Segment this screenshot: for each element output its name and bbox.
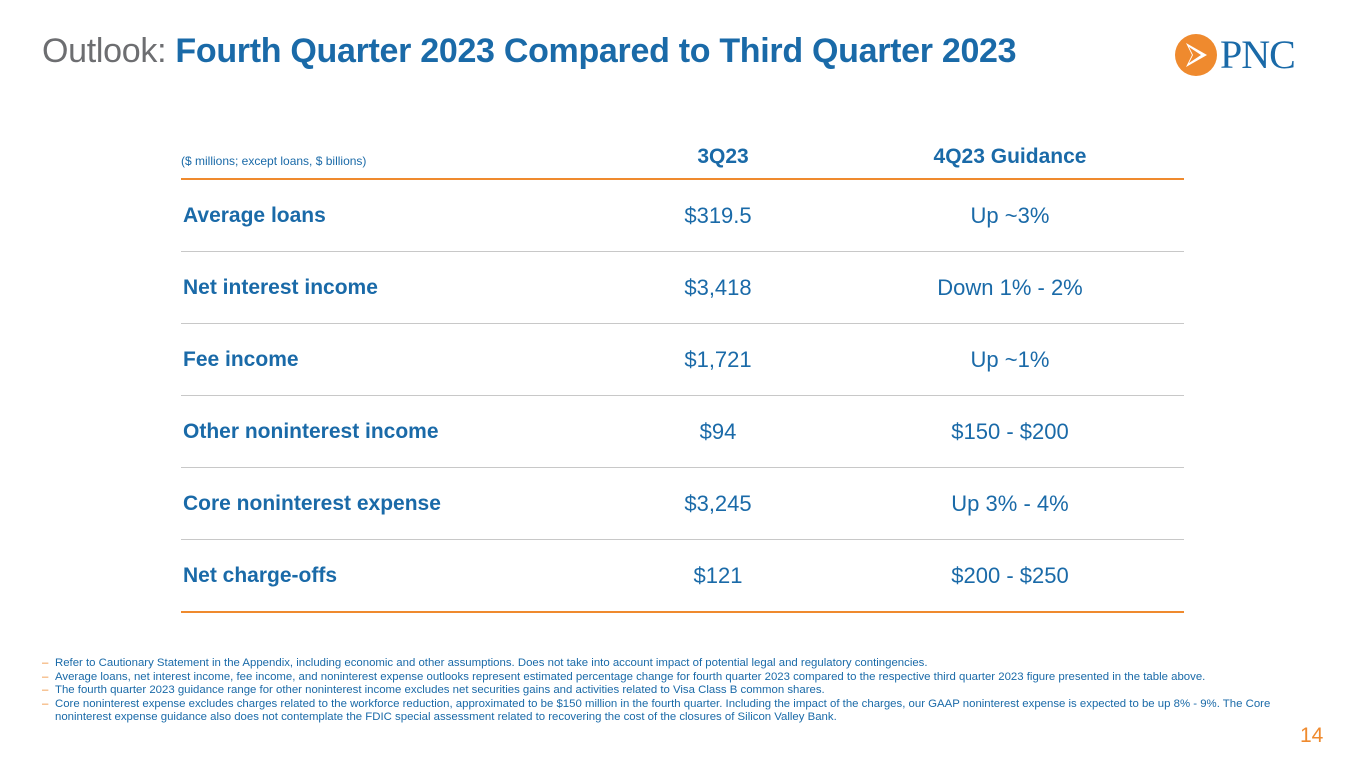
table-row: Other noninterest income $94 $150 - $200: [181, 396, 1184, 468]
table-row: Net charge-offs $121 $200 - $250: [181, 540, 1184, 613]
title-main: Fourth Quarter 2023 Compared to Third Qu…: [175, 32, 1017, 70]
row-3q23-value: $121: [693, 562, 743, 588]
footnote-dash: –: [42, 684, 49, 697]
row-guidance-value: $150 - $200: [951, 418, 1069, 444]
row-guidance-value: Up ~1%: [970, 346, 1050, 372]
footnote-dash: –: [42, 697, 49, 710]
table-header: ($ millions; except loans, $ billions) 3…: [181, 130, 1184, 180]
pnc-mark-icon: [1175, 34, 1217, 76]
row-label: Core noninterest expense: [183, 491, 441, 515]
row-label: Other noninterest income: [183, 419, 439, 443]
row-label: Net charge-offs: [183, 563, 338, 587]
column-header-3q23: 3Q23: [697, 145, 749, 168]
row-guidance-value: $200 - $250: [951, 562, 1069, 588]
outlook-table: ($ millions; except loans, $ billions) 3…: [181, 130, 1184, 613]
pnc-logo: PNC: [1174, 32, 1334, 78]
table-row: Average loans $319.5 Up ~3%: [181, 180, 1184, 252]
units-note: ($ millions; except loans, $ billions): [181, 154, 367, 168]
row-3q23-value: $94: [699, 418, 737, 444]
page-number: 14: [1300, 724, 1324, 747]
footnote-dash: –: [42, 657, 49, 669]
footnote-dash: –: [42, 670, 49, 683]
row-label: Fee income: [183, 347, 299, 371]
page-title: Outlook: Fourth Quarter 2023 Compared to…: [42, 32, 1017, 71]
row-3q23-value: $319.5: [684, 202, 752, 228]
logo-text: PNC: [1220, 32, 1296, 77]
row-3q23-value: $1,721: [684, 346, 752, 372]
footnote-item: – Core noninterest expense excludes char…: [42, 698, 1292, 725]
footnote-item: – The fourth quarter 2023 guidance range…: [42, 684, 1292, 698]
title-prefix: Outlook:: [42, 32, 167, 70]
footnote-text: Average loans, net interest income, fee …: [55, 670, 1206, 683]
row-guidance-value: Down 1% - 2%: [937, 274, 1083, 300]
row-3q23-value: $3,245: [684, 490, 752, 516]
footnote-text: Refer to Cautionary Statement in the App…: [55, 657, 928, 669]
footnotes: – Refer to Cautionary Statement in the A…: [42, 657, 1292, 725]
footnote-item: – Refer to Cautionary Statement in the A…: [42, 657, 1292, 671]
row-3q23-value: $3,418: [684, 274, 752, 300]
row-guidance-value: Up 3% - 4%: [951, 490, 1069, 516]
footnote-item: – Average loans, net interest income, fe…: [42, 671, 1292, 685]
row-guidance-value: Up ~3%: [970, 202, 1050, 228]
table-row: Core noninterest expense $3,245 Up 3% - …: [181, 468, 1184, 540]
row-label: Average loans: [183, 203, 326, 227]
table-row: Fee income $1,721 Up ~1%: [181, 324, 1184, 396]
footnote-text: Core noninterest expense excludes charge…: [55, 697, 1271, 724]
footnote-text: The fourth quarter 2023 guidance range f…: [55, 684, 825, 697]
column-header-4q23-guidance: 4Q23 Guidance: [933, 145, 1087, 168]
row-label: Net interest income: [183, 275, 378, 299]
table-row: Net interest income $3,418 Down 1% - 2%: [181, 252, 1184, 324]
